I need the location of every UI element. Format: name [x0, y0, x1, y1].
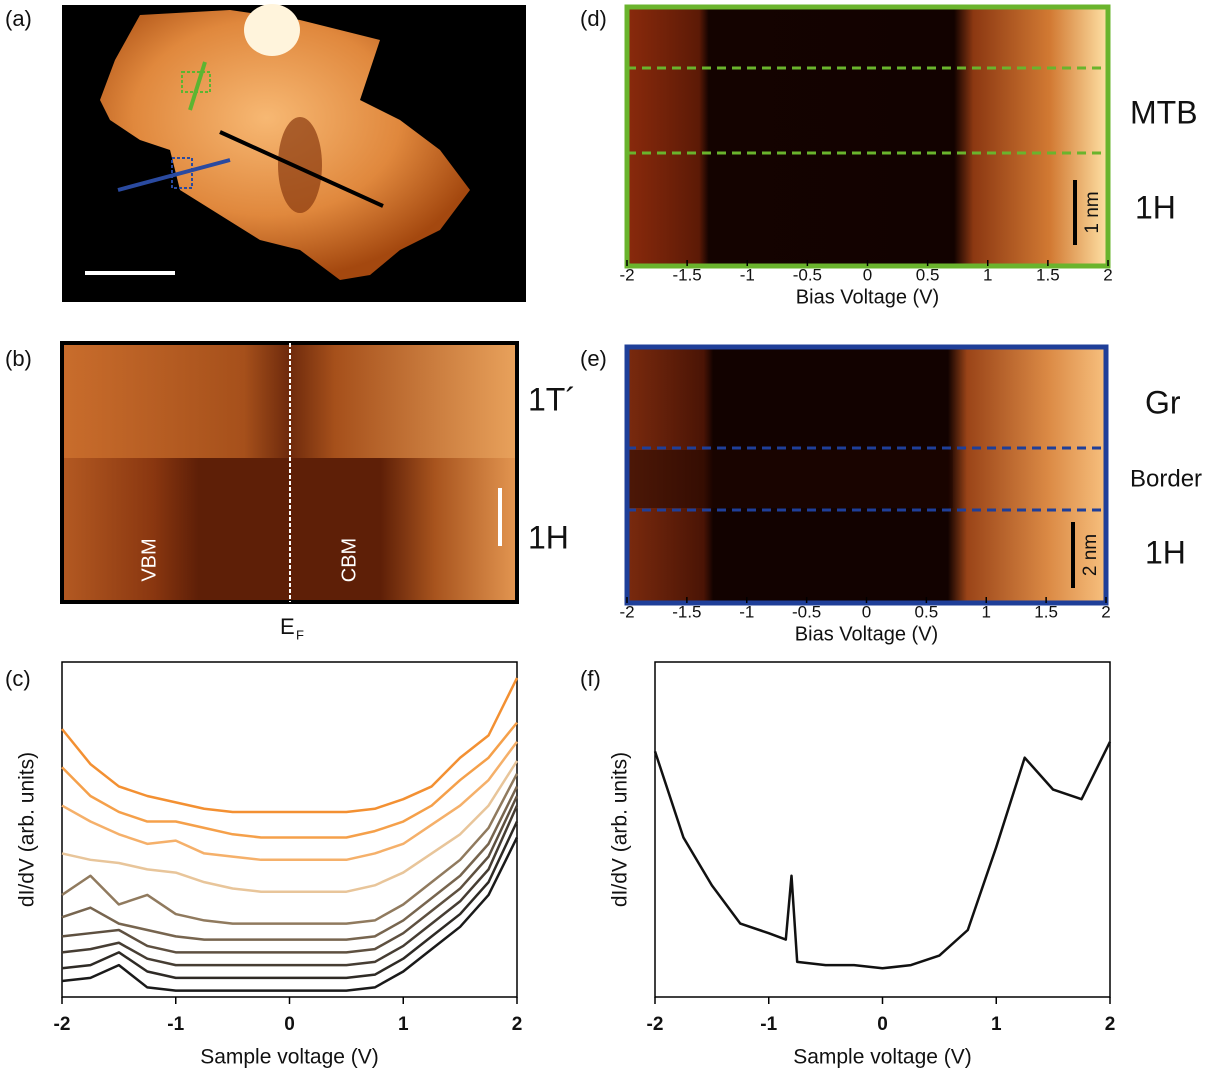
- curve: [61, 805, 519, 967]
- border-band: [627, 450, 953, 508]
- x-tick-label: 0.5: [916, 265, 940, 284]
- x-axis-label: Sample voltage (V): [200, 1046, 379, 1069]
- x-tick-label: -1.5: [672, 602, 701, 621]
- region-label: Border: [1130, 465, 1202, 492]
- curve: [61, 836, 519, 992]
- region-label: Gr: [1145, 384, 1181, 420]
- fermi-label: E: [280, 614, 295, 639]
- panel-label: (b): [5, 346, 32, 371]
- x-tick-label: 0.5: [915, 602, 939, 621]
- x-tick-label: -1.5: [672, 265, 701, 284]
- x-tick-label: 0: [863, 265, 872, 284]
- x-tick-label: -1: [740, 265, 755, 284]
- heatmap: [627, 7, 1108, 266]
- y-axis-label: dI/dV (arb. units): [16, 752, 39, 907]
- region-label: 1H: [1135, 189, 1176, 225]
- x-tick-label: -1: [760, 1014, 777, 1035]
- x-tick-label: -2: [54, 1014, 71, 1035]
- curve: [61, 795, 519, 954]
- band-label: VBM: [138, 538, 160, 581]
- panel-label: (c): [5, 666, 31, 691]
- curve: [61, 773, 519, 925]
- region-label: 1T´: [528, 381, 576, 417]
- x-tick-label: -0.5: [792, 602, 821, 621]
- x-tick-label: -2: [619, 265, 634, 284]
- x-tick-label: 0: [284, 1014, 295, 1035]
- profile-line: [188, 61, 207, 111]
- curve: [61, 785, 519, 941]
- plot-frame: [61, 661, 518, 998]
- x-tick-label: 2: [512, 1014, 523, 1035]
- x-tick-label: -1: [739, 602, 754, 621]
- x-tick-label: -2: [619, 602, 634, 621]
- x-tick-label: 0: [877, 1014, 888, 1035]
- x-tick-label: 1: [398, 1014, 409, 1035]
- region-label: 1H: [528, 519, 569, 555]
- roi-box: [181, 71, 211, 93]
- panel-label: (a): [5, 6, 32, 31]
- x-axis-label: Bias Voltage (V): [796, 286, 939, 308]
- bright-region: [244, 4, 300, 56]
- x-tick-label: -2: [647, 1014, 664, 1035]
- curve: [61, 820, 519, 980]
- fermi-subscript: F: [296, 627, 304, 642]
- x-tick-label: -0.5: [793, 265, 822, 284]
- x-tick-label: 1: [983, 265, 992, 284]
- panel-label: (d): [580, 6, 607, 31]
- x-tick-label: 2: [1101, 602, 1110, 621]
- roi-box: [171, 157, 193, 189]
- y-axis-label: dI/dV (arb. units): [609, 752, 632, 907]
- panel-label: (e): [580, 346, 607, 371]
- curve: [61, 760, 519, 893]
- curve: [61, 677, 519, 814]
- x-axis-label: Sample voltage (V): [793, 1046, 972, 1069]
- x-axis-label: Bias Voltage (V): [795, 623, 938, 645]
- x-tick-label: 1.5: [1034, 602, 1058, 621]
- scale-label: 2 nm: [1080, 534, 1101, 576]
- x-tick-label: 2: [1105, 1014, 1116, 1035]
- x-tick-label: 0: [862, 602, 871, 621]
- panel-label: (f): [580, 666, 601, 691]
- plot-frame: [654, 661, 1111, 998]
- curve: [61, 721, 518, 839]
- x-tick-label: 1: [991, 1014, 1002, 1035]
- curve: [653, 741, 1112, 970]
- profile-line: [219, 130, 384, 208]
- profile-line: [117, 158, 231, 192]
- region-label: MTB: [1130, 94, 1198, 130]
- x-tick-label: 1: [982, 602, 991, 621]
- dark-trench: [278, 117, 322, 213]
- band-label: CBM: [338, 538, 360, 582]
- curve: [61, 741, 519, 862]
- x-tick-label: 1.5: [1036, 265, 1060, 284]
- region-label: 1H: [1145, 534, 1186, 570]
- scale-label: 1 nm: [1082, 191, 1103, 233]
- x-tick-label: 2: [1103, 265, 1112, 284]
- x-tick-label: -1: [167, 1014, 184, 1035]
